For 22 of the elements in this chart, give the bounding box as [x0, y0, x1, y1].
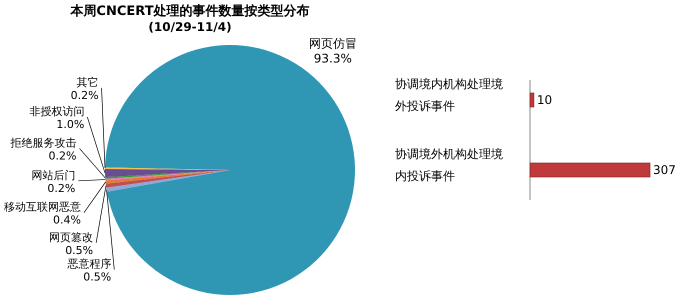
chart-subtitle: (10/29-11/4): [148, 20, 232, 34]
y-tick-label: 协调境内机构处理境外投诉事件: [395, 77, 503, 113]
slice-label: 网页篡改: [49, 230, 94, 244]
data-label: 10: [536, 93, 552, 107]
slice-label: 恶意程序: [66, 258, 112, 271]
slice-label: 移动互联网恶意: [4, 200, 82, 214]
data-label: 0.2%: [48, 149, 77, 162]
data-label: 0.5%: [65, 244, 94, 257]
slice-label: 拒绝服务攻击: [10, 136, 77, 150]
data-label: 93.3%: [314, 51, 352, 66]
y-tick-label: 协调境外机构处理境内投诉事件: [395, 147, 503, 183]
data-label: 0.4%: [53, 214, 82, 227]
data-label: 307: [653, 163, 676, 177]
slice-label: 网页仿冒: [308, 36, 357, 50]
data-label: 0.2%: [47, 182, 76, 195]
data-label: 0.2%: [70, 88, 99, 102]
slice-label: 网站后门: [31, 168, 76, 182]
slice-label: 其它: [76, 76, 99, 89]
chart-title: 本周CNCERT处理的事件数量按类型分布: [69, 3, 310, 19]
data-label: 0.5%: [83, 270, 112, 284]
data-label: 1.0%: [56, 118, 84, 131]
slice-label: 非授权访问: [29, 104, 84, 118]
